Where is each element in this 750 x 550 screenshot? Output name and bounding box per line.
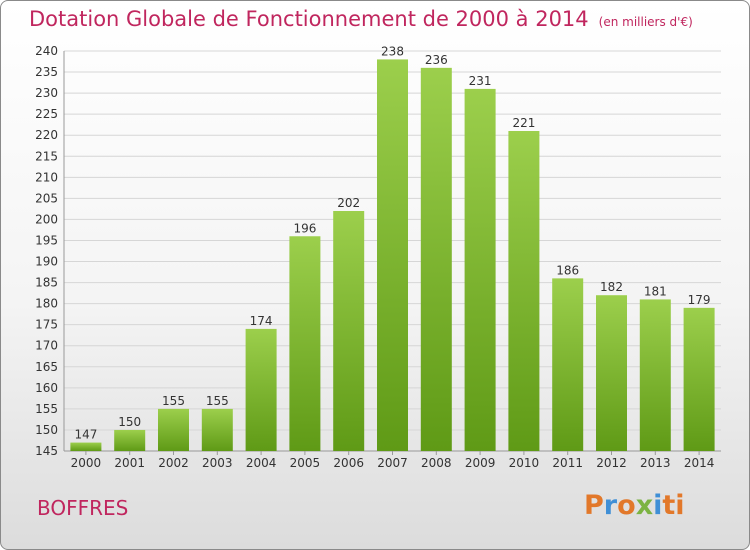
y-tick-label: 230 bbox=[35, 86, 58, 100]
value-label-2011: 186 bbox=[556, 263, 579, 277]
value-label-2010: 221 bbox=[512, 116, 535, 130]
value-label-2005: 196 bbox=[293, 221, 316, 235]
x-tick-label-2007: 2007 bbox=[377, 456, 408, 470]
proxiti-logo: Proxiti bbox=[584, 490, 685, 521]
y-tick-label: 180 bbox=[35, 297, 58, 311]
x-tick-label-2004: 2004 bbox=[246, 456, 277, 470]
city-name: BOFFRES bbox=[37, 496, 129, 520]
value-label-2004: 174 bbox=[250, 314, 273, 328]
x-tick-label-2008: 2008 bbox=[421, 456, 452, 470]
y-tick-label: 200 bbox=[35, 212, 58, 226]
x-tick-label-2006: 2006 bbox=[333, 456, 364, 470]
logo-letter: P bbox=[584, 490, 604, 521]
bar-2008 bbox=[420, 67, 452, 451]
logo-letter: o bbox=[617, 490, 636, 521]
chart-title-text: Dotation Globale de Fonctionnement de 20… bbox=[29, 7, 589, 31]
y-tick-label: 160 bbox=[35, 381, 58, 395]
x-tick-label-2000: 2000 bbox=[71, 456, 102, 470]
y-tick-label: 240 bbox=[35, 44, 58, 58]
y-tick-label: 215 bbox=[35, 149, 58, 163]
x-tick-label-2011: 2011 bbox=[552, 456, 583, 470]
x-tick-label-2002: 2002 bbox=[158, 456, 189, 470]
y-tick-label: 195 bbox=[35, 233, 58, 247]
value-label-2013: 181 bbox=[644, 284, 667, 298]
chart-unit: (en milliers d'€) bbox=[598, 15, 693, 29]
logo-letter: t bbox=[662, 490, 676, 521]
bar-2012 bbox=[596, 295, 627, 451]
logo-letter: i bbox=[653, 490, 663, 521]
y-tick-label: 170 bbox=[35, 339, 58, 353]
bar-2003 bbox=[201, 408, 233, 451]
bar-2013 bbox=[639, 299, 671, 451]
y-tick-label: 225 bbox=[35, 107, 58, 121]
bar-2010 bbox=[508, 131, 540, 451]
value-label-2003: 155 bbox=[206, 394, 229, 408]
y-tick-label: 205 bbox=[35, 191, 58, 205]
bar-2009 bbox=[464, 88, 496, 451]
value-label-2012: 182 bbox=[600, 280, 623, 294]
x-tick-label-2013: 2013 bbox=[640, 456, 671, 470]
x-tick-label-2001: 2001 bbox=[114, 456, 145, 470]
x-tick-label-2010: 2010 bbox=[509, 456, 540, 470]
bar-2011 bbox=[552, 278, 584, 451]
y-tick-label: 155 bbox=[35, 402, 58, 416]
x-tick-label-2009: 2009 bbox=[465, 456, 496, 470]
value-label-2009: 231 bbox=[469, 74, 492, 88]
x-tick-label-2012: 2012 bbox=[596, 456, 627, 470]
value-label-2002: 155 bbox=[162, 394, 185, 408]
bar-2007 bbox=[377, 59, 408, 451]
value-label-2007: 238 bbox=[381, 44, 404, 58]
chart-title: Dotation Globale de Fonctionnement de 20… bbox=[29, 7, 693, 31]
x-axis: 2000 2001 2002 2003 2004 2005 2006 2007 2008 2009… bbox=[71, 451, 715, 470]
y-tick-label: 185 bbox=[35, 276, 58, 290]
logo-letter: x bbox=[635, 490, 654, 521]
y-tick-label: 165 bbox=[35, 360, 58, 374]
y-tick-label: 210 bbox=[35, 170, 58, 184]
y-tick-label: 150 bbox=[35, 423, 58, 437]
bar-2001 bbox=[114, 429, 146, 451]
value-label-2000: 147 bbox=[74, 428, 97, 442]
x-tick-label-2014: 2014 bbox=[684, 456, 715, 470]
bar-2005 bbox=[289, 236, 321, 451]
y-tick-label: 190 bbox=[35, 255, 58, 269]
y-tick-label: 175 bbox=[35, 318, 58, 332]
bar-2014 bbox=[683, 307, 715, 451]
value-label-2008: 236 bbox=[425, 53, 448, 67]
x-tick-label-2003: 2003 bbox=[202, 456, 233, 470]
y-tick-label: 220 bbox=[35, 128, 58, 142]
value-label-2001: 150 bbox=[118, 415, 141, 429]
y-tick-label: 235 bbox=[35, 65, 58, 79]
value-label-2014: 179 bbox=[688, 293, 711, 307]
bar-2000 bbox=[70, 442, 102, 451]
bars: 147 150 155 155 174 196 202 238 236 231 221 186 182 1… bbox=[70, 44, 715, 451]
bar-2002 bbox=[158, 408, 189, 451]
y-tick-label: 145 bbox=[35, 444, 58, 458]
logo-letter: r bbox=[603, 490, 618, 521]
value-label-2006: 202 bbox=[337, 196, 360, 210]
bar-2006 bbox=[333, 211, 365, 451]
bar-2004 bbox=[245, 328, 277, 451]
x-tick-label-2005: 2005 bbox=[290, 456, 321, 470]
logo-letter: i bbox=[675, 490, 685, 521]
